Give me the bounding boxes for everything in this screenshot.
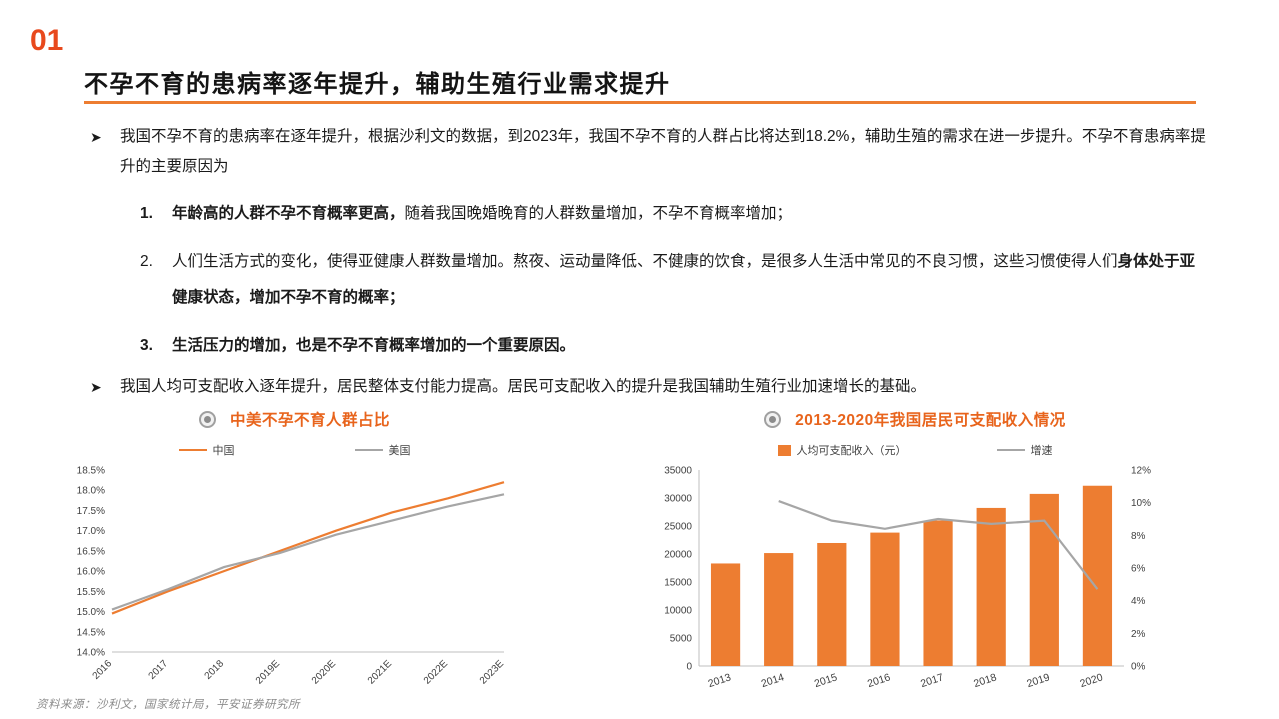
svg-text:0: 0 xyxy=(686,662,692,673)
svg-text:5000: 5000 xyxy=(670,634,693,645)
svg-text:2016: 2016 xyxy=(866,671,892,690)
svg-text:15000: 15000 xyxy=(664,578,692,589)
arrow-bullet-icon: ➤ xyxy=(90,129,102,145)
svg-text:17.5%: 17.5% xyxy=(77,506,105,517)
item-2-text: 人们生活方式的变化，使得亚健康人群数量增加。熬夜、运动量降低、不健康的饮食，是很… xyxy=(172,244,1206,316)
svg-text:2013: 2013 xyxy=(707,671,733,690)
legend-income-label: 人均可支配收入（元） xyxy=(796,445,907,457)
chart1-title: 中美不孕不育人群占比 xyxy=(229,412,390,429)
numbered-item-1: 1. 年龄高的人群不孕不育概率更高，随着我国晚婚晚育的人群数量增加，不孕不育概率… xyxy=(140,196,1206,232)
source-note: 资料来源：沙利文，国家统计局，平安证券研究所 xyxy=(36,699,300,711)
svg-text:2020E: 2020E xyxy=(310,658,338,686)
item-1-bold: 年龄高的人群不孕不育概率更高， xyxy=(172,205,405,222)
svg-text:18.5%: 18.5% xyxy=(77,466,105,477)
chart1-legend: 中国 美国 xyxy=(62,442,527,458)
svg-text:2018: 2018 xyxy=(203,658,227,682)
item-2-bold: 身体处于亚健康状态，增加不孕不育的概率； xyxy=(172,253,1196,306)
chart-disposable-income: 2013-2020年我国居民可支配收入情况 人均可支配收入（元） 增速 0 500… xyxy=(645,406,1185,712)
svg-text:2020: 2020 xyxy=(1078,671,1104,690)
legend-income: 人均可支配收入（元） xyxy=(777,442,907,458)
growth-line-swatch-icon xyxy=(996,449,1025,451)
bullet-2: ➤ 我国人均可支配收入逐年提升，居民整体支付能力提高。居民可支配收入的提升是我国… xyxy=(90,372,1208,402)
svg-text:2017: 2017 xyxy=(147,658,171,682)
chart2-canvas: 0 5000 10000 15000 20000 25000 30000 35000 0% 2% 4… xyxy=(664,466,1151,691)
svg-text:2%: 2% xyxy=(1131,629,1146,640)
chart1-title-row: 中美不孕不育人群占比 xyxy=(62,406,527,432)
us-line-swatch-icon xyxy=(354,449,383,451)
svg-text:20000: 20000 xyxy=(664,550,692,561)
svg-text:14.0%: 14.0% xyxy=(77,648,105,659)
svg-text:15.5%: 15.5% xyxy=(77,587,105,598)
svg-text:2016: 2016 xyxy=(91,658,115,682)
numbered-item-3: 3. 生活压力的增加，也是不孕不育概率增加的一个重要原因。 xyxy=(140,328,1206,364)
svg-text:2017: 2017 xyxy=(919,671,945,690)
chart-infertility-rate: 中美不孕不育人群占比 中国 美国 14.0% 14.5% 15.0% 15.5% 16.… xyxy=(62,406,527,700)
svg-text:10000: 10000 xyxy=(664,606,692,617)
item-3-number: 3. xyxy=(140,337,153,354)
svg-text:2019: 2019 xyxy=(1025,671,1051,690)
legend-china-label: 中国 xyxy=(212,445,235,457)
svg-text:4%: 4% xyxy=(1131,596,1146,607)
item-2-number: 2. xyxy=(140,253,153,270)
legend-growth-label: 增速 xyxy=(1030,445,1053,457)
svg-text:2014: 2014 xyxy=(760,671,786,690)
section-number: 01 xyxy=(30,24,64,57)
item-3-text: 生活压力的增加，也是不孕不育概率增加的一个重要原因。 xyxy=(172,328,575,364)
item-1-post: 随着我国晚婚晚育的人群数量增加，不孕不育概率增加； xyxy=(404,205,793,222)
svg-text:16.0%: 16.0% xyxy=(77,567,105,578)
svg-text:18.0%: 18.0% xyxy=(77,486,105,497)
item-2-pre: 人们生活方式的变化，使得亚健康人群数量增加。熬夜、运动量降低、不健康的饮食，是很… xyxy=(172,253,1118,270)
legend-us: 美国 xyxy=(354,442,411,458)
svg-text:16.5%: 16.5% xyxy=(77,546,105,557)
ring-marker-icon xyxy=(764,410,782,428)
item-3-bold: 生活压力的增加，也是不孕不育概率增加的一个重要原因。 xyxy=(172,337,576,354)
legend-growth: 增速 xyxy=(996,442,1053,458)
svg-text:2023E: 2023E xyxy=(478,658,506,686)
legend-china: 中国 xyxy=(178,442,235,458)
item-1-number: 1. xyxy=(140,205,153,222)
legend-us-label: 美国 xyxy=(388,445,411,457)
svg-text:8%: 8% xyxy=(1131,531,1146,542)
chart1-canvas: 14.0% 14.5% 15.0% 15.5% 16.0% 16.5% 17.0% 17.5%… xyxy=(77,466,507,687)
svg-text:10%: 10% xyxy=(1131,498,1151,509)
bullet-1: ➤ 我国不孕不育的患病率在逐年提升，根据沙利文的数据，到2023年，我国不孕不育… xyxy=(90,122,1208,182)
svg-text:30000: 30000 xyxy=(664,494,692,505)
svg-text:12%: 12% xyxy=(1131,466,1151,477)
svg-text:2015: 2015 xyxy=(813,671,839,690)
svg-text:6%: 6% xyxy=(1131,564,1146,575)
income-bar-swatch-icon xyxy=(777,444,791,456)
title-underline xyxy=(84,101,1196,104)
item-1-text: 年龄高的人群不孕不育概率更高，随着我国晚婚晚育的人群数量增加，不孕不育概率增加； xyxy=(172,196,792,232)
bullet-2-text: 我国人均可支配收入逐年提升，居民整体支付能力提高。居民可支配收入的提升是我国辅助… xyxy=(120,378,927,395)
svg-text:2018: 2018 xyxy=(972,671,998,690)
chart2-title: 2013-2020年我国居民可支配收入情况 xyxy=(795,412,1066,429)
page-title: 不孕不育的患病率逐年提升，辅助生殖行业需求提升 xyxy=(84,71,671,98)
chart2-title-row: 2013-2020年我国居民可支配收入情况 xyxy=(645,406,1185,432)
svg-text:15.0%: 15.0% xyxy=(77,607,105,618)
svg-text:2019E: 2019E xyxy=(254,658,282,686)
svg-text:35000: 35000 xyxy=(664,466,692,477)
china-line-swatch-icon xyxy=(178,449,207,451)
svg-text:2022E: 2022E xyxy=(422,658,450,686)
svg-text:14.5%: 14.5% xyxy=(77,627,105,638)
bullet-1-text: 我国不孕不育的患病率在逐年提升，根据沙利文的数据，到2023年，我国不孕不育的人… xyxy=(120,128,1206,175)
svg-text:2021E: 2021E xyxy=(366,658,394,686)
svg-text:25000: 25000 xyxy=(664,522,692,533)
ring-marker-icon xyxy=(198,410,216,428)
chart2-legend: 人均可支配收入（元） 增速 xyxy=(645,442,1185,458)
arrow-bullet-icon: ➤ xyxy=(90,379,102,395)
numbered-item-2: 2. 人们生活方式的变化，使得亚健康人群数量增加。熬夜、运动量降低、不健康的饮食… xyxy=(140,244,1206,316)
svg-text:17.0%: 17.0% xyxy=(77,526,105,537)
svg-text:0%: 0% xyxy=(1131,662,1146,673)
